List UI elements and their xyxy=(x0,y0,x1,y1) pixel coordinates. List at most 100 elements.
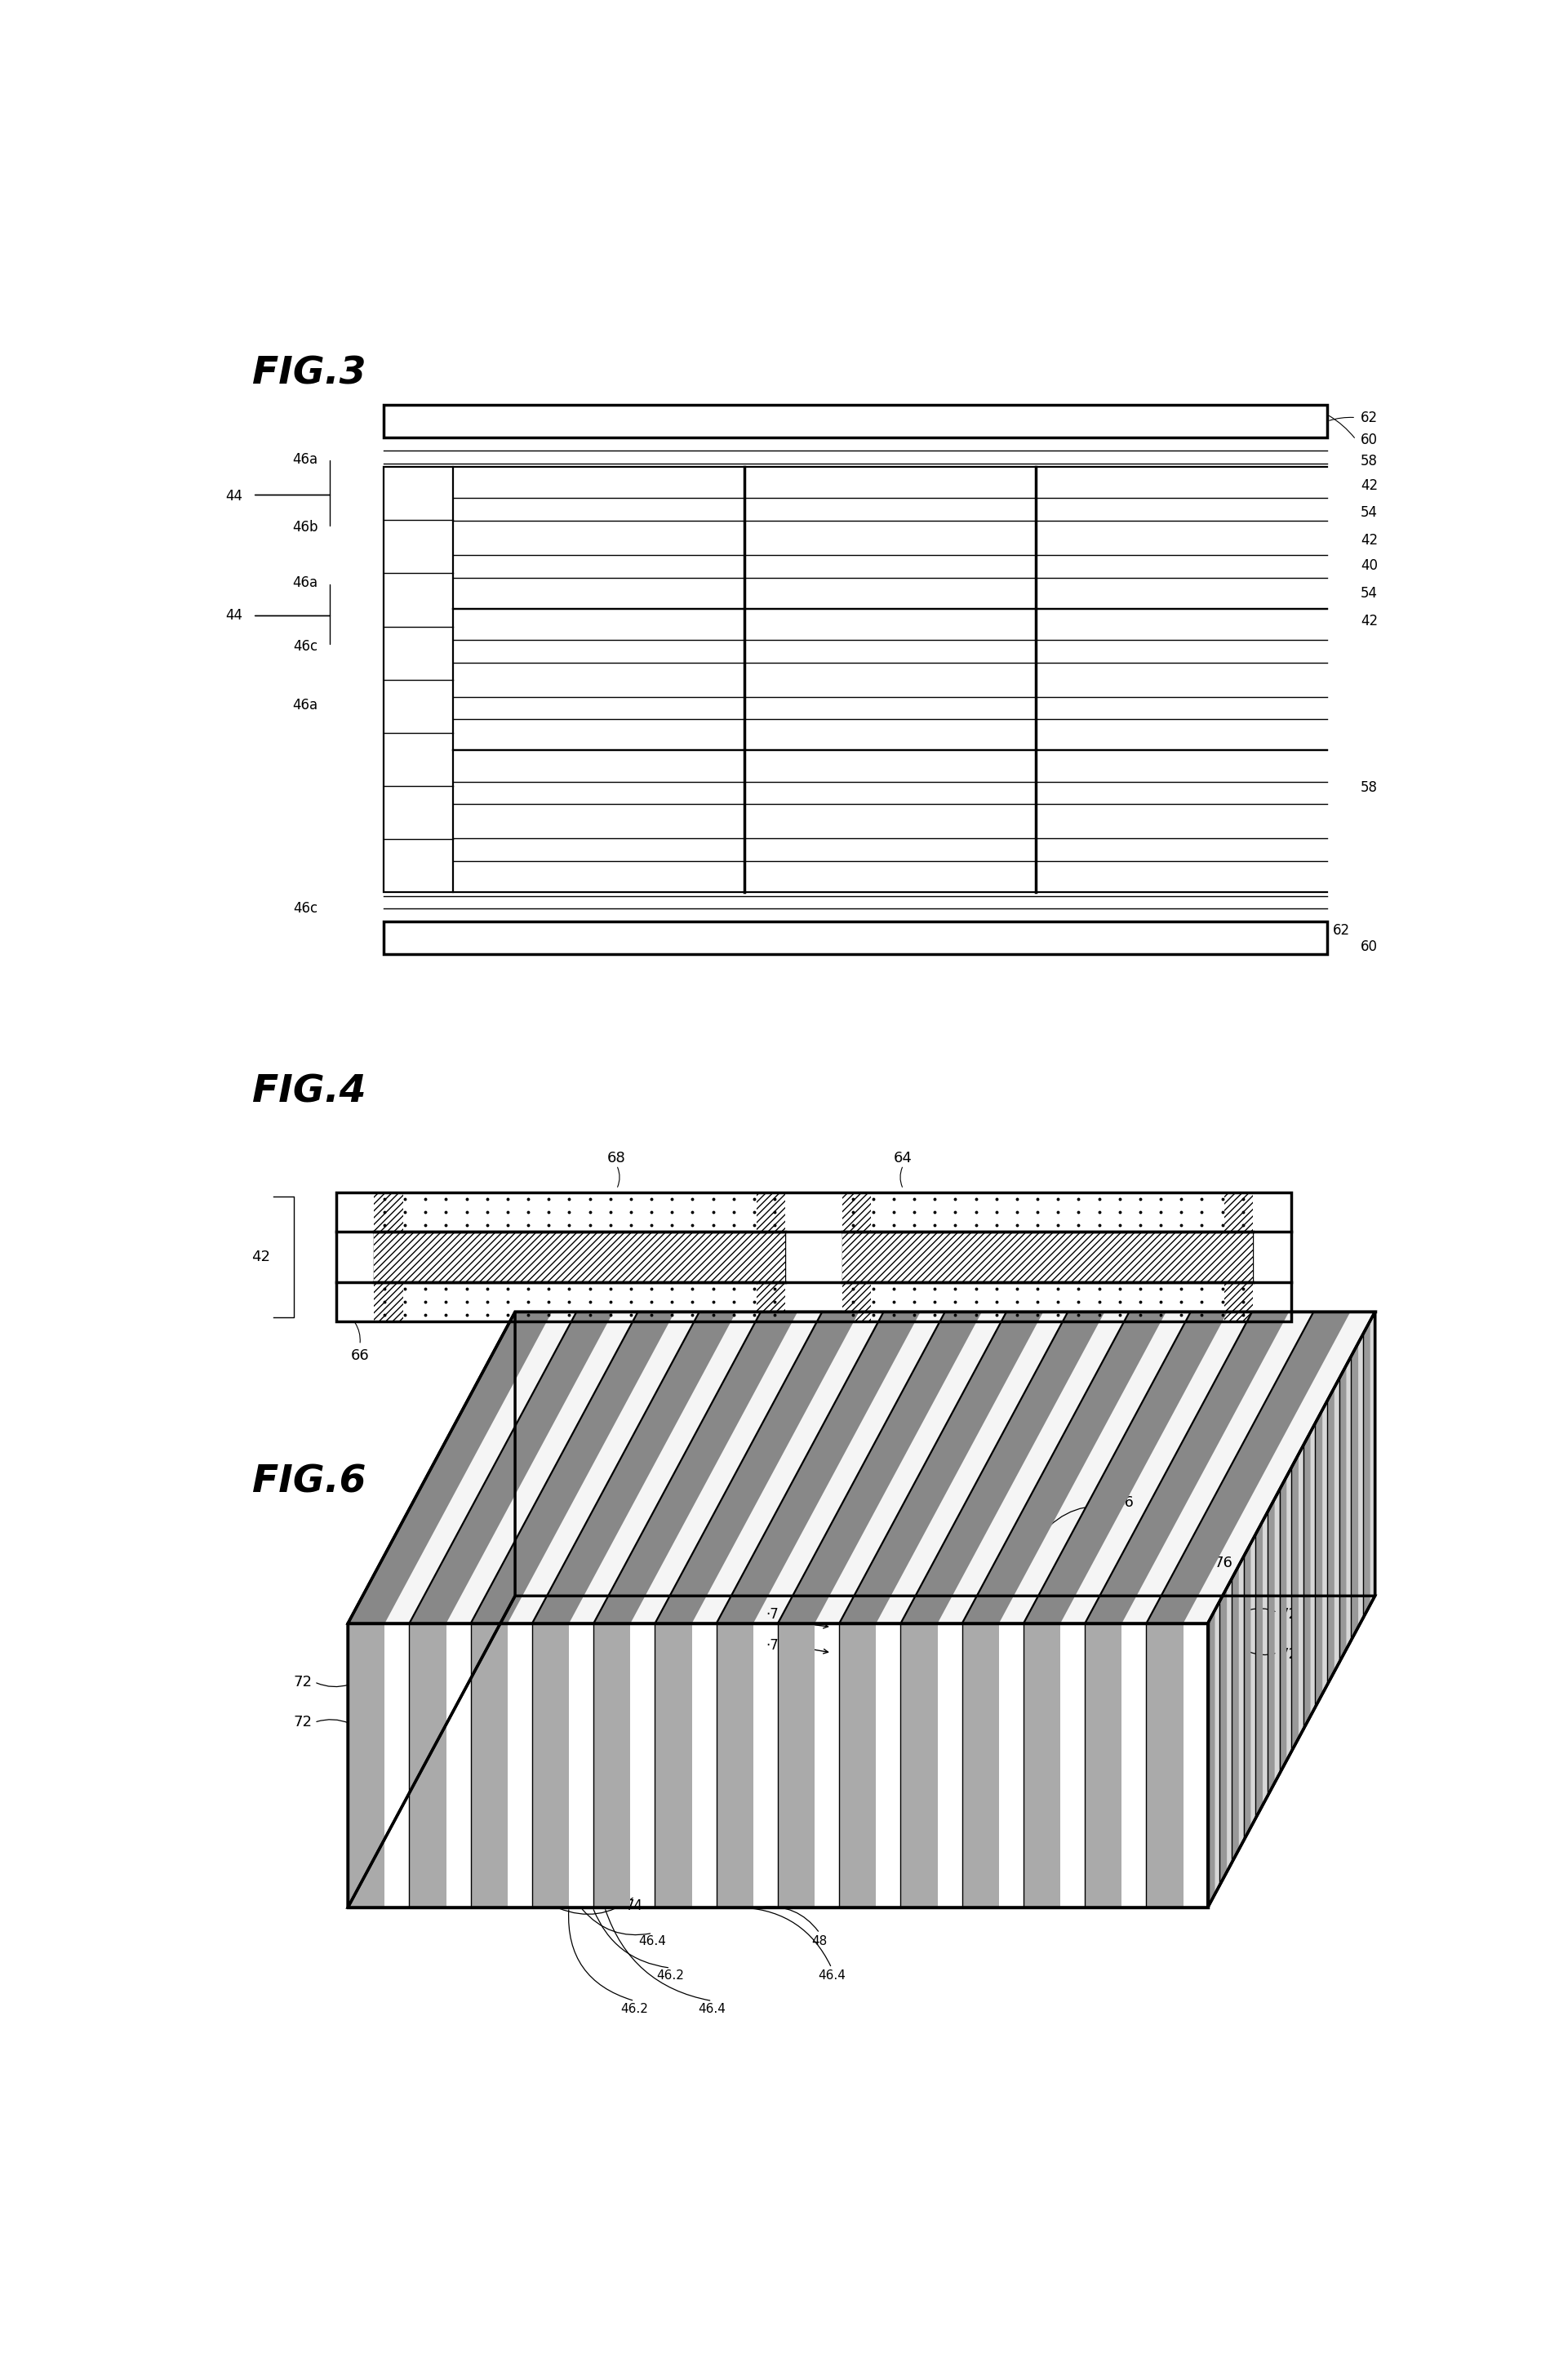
Polygon shape xyxy=(593,1311,798,1623)
Text: FIG.4: FIG.4 xyxy=(253,1073,367,1111)
Polygon shape xyxy=(1327,1388,1335,1685)
Polygon shape xyxy=(655,1623,692,1906)
Polygon shape xyxy=(532,1623,569,1906)
Text: 42: 42 xyxy=(1361,614,1378,628)
Polygon shape xyxy=(348,1311,1375,1623)
Polygon shape xyxy=(1291,1454,1299,1752)
Bar xyxy=(384,405,1327,438)
Text: 70: 70 xyxy=(780,1349,800,1364)
Polygon shape xyxy=(348,1597,1375,1906)
Polygon shape xyxy=(900,1623,937,1906)
Text: 46.4: 46.4 xyxy=(818,1971,846,1983)
Polygon shape xyxy=(532,1311,737,1623)
Text: 54: 54 xyxy=(1361,505,1378,521)
Bar xyxy=(757,1192,784,1321)
Text: 58: 58 xyxy=(1361,455,1378,469)
Text: 42: 42 xyxy=(1361,533,1378,547)
Text: 42: 42 xyxy=(251,1250,270,1264)
Text: 72: 72 xyxy=(1279,1647,1298,1661)
Bar xyxy=(843,1192,871,1321)
Polygon shape xyxy=(900,1311,1105,1623)
Text: 58: 58 xyxy=(1361,781,1378,795)
Polygon shape xyxy=(962,1623,999,1906)
Text: 46c: 46c xyxy=(293,640,317,654)
Bar xyxy=(374,1230,784,1283)
Bar xyxy=(374,1192,402,1321)
Text: 46.2: 46.2 xyxy=(656,1971,684,1983)
Polygon shape xyxy=(410,1311,613,1623)
Text: 60: 60 xyxy=(1361,940,1378,954)
Polygon shape xyxy=(1304,1433,1310,1730)
Text: FIG.3: FIG.3 xyxy=(253,355,367,393)
Polygon shape xyxy=(515,1311,1375,1597)
Polygon shape xyxy=(1147,1311,1350,1623)
Text: 46: 46 xyxy=(1114,1495,1134,1509)
Polygon shape xyxy=(1220,1587,1227,1885)
Text: 46a: 46a xyxy=(293,452,317,466)
Polygon shape xyxy=(1147,1623,1183,1906)
Text: 46.4: 46.4 xyxy=(638,1935,666,1947)
Polygon shape xyxy=(1085,1311,1288,1623)
Polygon shape xyxy=(348,1623,1208,1906)
Polygon shape xyxy=(1244,1542,1251,1840)
Text: 44: 44 xyxy=(225,609,243,624)
Polygon shape xyxy=(717,1311,920,1623)
Polygon shape xyxy=(1314,1409,1322,1706)
Polygon shape xyxy=(962,1311,1167,1623)
Bar xyxy=(336,1192,1291,1321)
Polygon shape xyxy=(1279,1476,1287,1773)
Text: 76: 76 xyxy=(1214,1557,1233,1571)
Text: 62: 62 xyxy=(1333,923,1350,938)
Polygon shape xyxy=(1351,1342,1358,1640)
Polygon shape xyxy=(348,1311,515,1906)
Polygon shape xyxy=(778,1623,815,1906)
Text: 40: 40 xyxy=(1361,559,1378,574)
Polygon shape xyxy=(1023,1311,1228,1623)
Text: 72: 72 xyxy=(293,1676,311,1690)
Bar xyxy=(384,921,1327,954)
Polygon shape xyxy=(1085,1623,1122,1906)
Text: 42: 42 xyxy=(1361,478,1378,493)
Text: 46a: 46a xyxy=(293,697,317,712)
Text: 54: 54 xyxy=(1361,585,1378,600)
Polygon shape xyxy=(840,1311,1043,1623)
Text: 72: 72 xyxy=(293,1716,311,1730)
Polygon shape xyxy=(840,1623,877,1906)
Text: 44: 44 xyxy=(225,488,243,505)
Text: 46.2: 46.2 xyxy=(621,2002,649,2016)
Polygon shape xyxy=(593,1623,630,1906)
Text: 66: 66 xyxy=(1210,1349,1230,1364)
Polygon shape xyxy=(1362,1321,1370,1618)
Polygon shape xyxy=(410,1623,447,1906)
Text: 46a: 46a xyxy=(293,576,317,590)
Text: 64: 64 xyxy=(894,1150,912,1166)
Text: FIG.6: FIG.6 xyxy=(253,1464,367,1502)
Polygon shape xyxy=(470,1311,675,1623)
Bar xyxy=(1225,1192,1253,1321)
Polygon shape xyxy=(717,1623,754,1906)
Polygon shape xyxy=(1023,1623,1060,1906)
Polygon shape xyxy=(1231,1566,1239,1864)
Bar xyxy=(843,1230,1253,1283)
Text: 68: 68 xyxy=(607,1150,626,1166)
Text: 46b: 46b xyxy=(293,521,317,536)
Polygon shape xyxy=(778,1311,982,1623)
Text: 66: 66 xyxy=(350,1349,370,1364)
Polygon shape xyxy=(655,1311,858,1623)
Polygon shape xyxy=(1267,1499,1274,1797)
Polygon shape xyxy=(1208,1311,1375,1906)
Polygon shape xyxy=(348,1311,552,1623)
Text: ·7: ·7 xyxy=(766,1637,778,1652)
Polygon shape xyxy=(1208,1609,1214,1906)
Text: 48: 48 xyxy=(812,1935,828,1947)
Polygon shape xyxy=(348,1623,385,1906)
Bar xyxy=(384,466,453,892)
Text: 46c: 46c xyxy=(293,902,317,916)
Text: 60: 60 xyxy=(1361,433,1378,447)
Text: 62: 62 xyxy=(1361,409,1378,426)
Text: 46.4: 46.4 xyxy=(698,2002,726,2016)
Polygon shape xyxy=(470,1623,507,1906)
Text: ·7: ·7 xyxy=(766,1607,778,1621)
Polygon shape xyxy=(1339,1366,1347,1664)
Text: 74: 74 xyxy=(626,1899,643,1914)
